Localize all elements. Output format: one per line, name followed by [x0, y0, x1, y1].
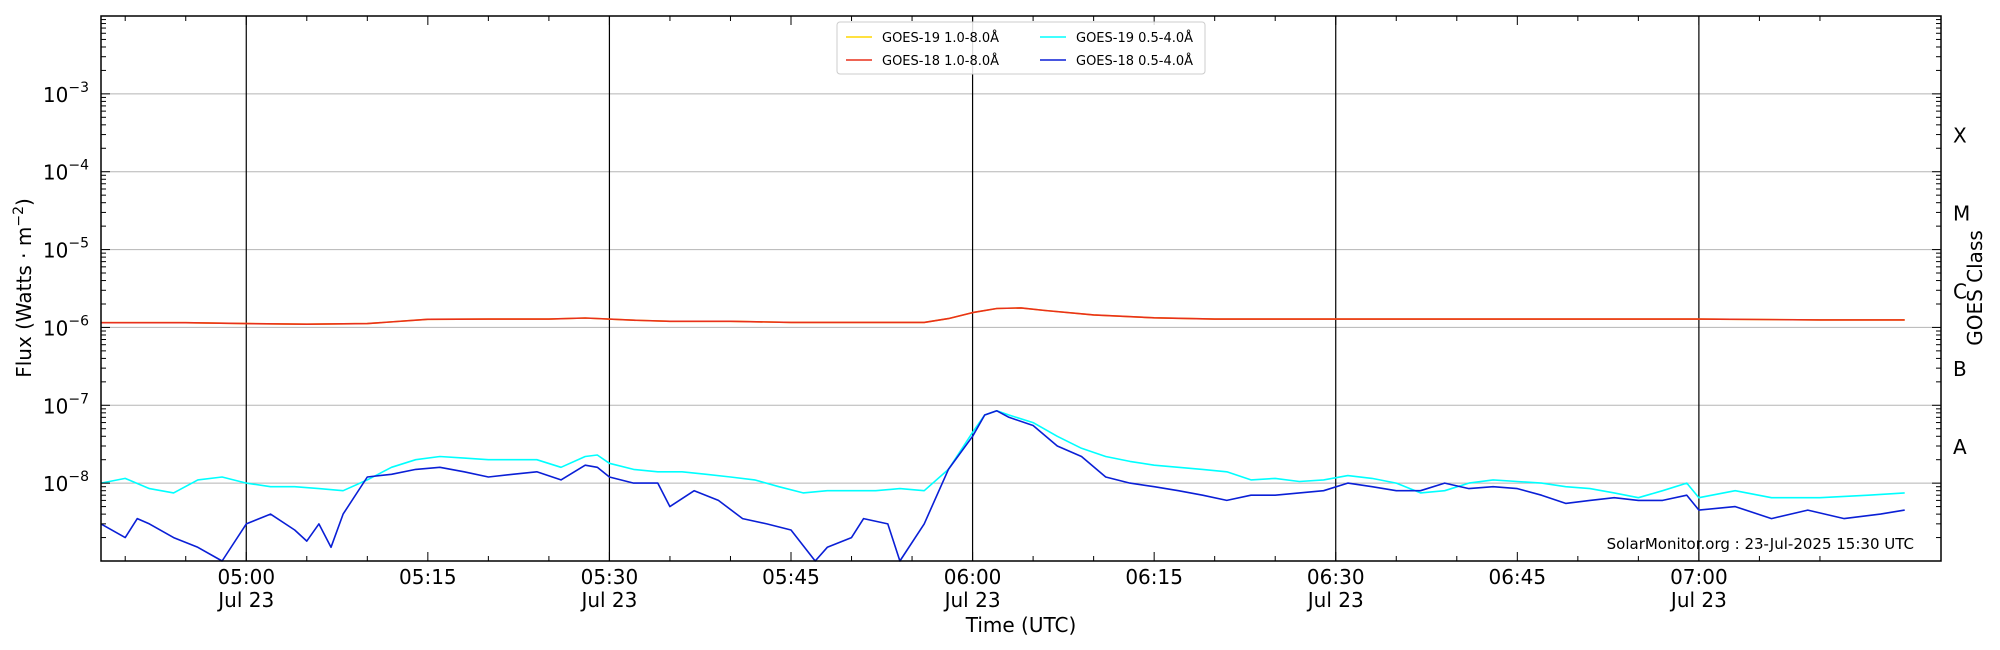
series-line-2 — [100, 409, 1905, 499]
goes-class-label: A — [1953, 435, 1967, 459]
y-tick-label: 10−5 — [43, 236, 89, 263]
y-tick-base: 10 — [43, 161, 68, 185]
series-line-1 — [101, 307, 1905, 326]
y-tick-base: 10 — [43, 316, 68, 340]
x-tick-date-label: Jul 23 — [943, 588, 1001, 612]
legend-entry-label: GOES-18 0.5-4.0Å — [1076, 53, 1193, 69]
y-axis-title-main: Flux (Watts · m — [12, 227, 36, 378]
y-tick-label: 10−7 — [43, 391, 89, 418]
plot-frame — [100, 15, 1942, 562]
y-tick-exponent: −8 — [68, 469, 89, 485]
y-tick-exponent: −7 — [68, 391, 89, 407]
x-tick-label: 06:15 — [1125, 565, 1183, 589]
goes-class-label: B — [1953, 357, 1967, 381]
x-axis-title: Time (UTC) — [965, 613, 1077, 637]
credit-text: SolarMonitor.org : 23-Jul-2025 15:30 UTC — [1607, 535, 1914, 553]
y-axis-title-close: ) — [12, 198, 36, 206]
y-tick-base: 10 — [43, 239, 68, 263]
series-layer — [100, 307, 1905, 562]
y-tick-label: 10−6 — [43, 313, 89, 340]
y-tick-label: 10−4 — [43, 158, 89, 185]
goes-class-axis-title: GOES Class — [1963, 230, 1987, 346]
x-tick-label: 06:30 — [1307, 565, 1365, 589]
legend-entry-label: GOES-18 1.0-8.0Å — [882, 53, 999, 69]
x-tick-label: 05:15 — [399, 565, 457, 589]
legend-entry-label: GOES-19 1.0-8.0Å — [882, 30, 999, 46]
y-tick-base: 10 — [43, 472, 68, 496]
x-tick-label: 05:45 — [762, 565, 820, 589]
grid-layer — [101, 93, 1941, 484]
x-tick-date-label: Jul 23 — [579, 588, 637, 612]
x-tick-label: 06:45 — [1488, 565, 1546, 589]
y-tick-exponent: −4 — [68, 158, 89, 174]
x-tick-date-label: Jul 23 — [1669, 588, 1727, 612]
y-tick-base: 10 — [43, 394, 68, 418]
legend: GOES-19 1.0-8.0Å GOES-18 1.0-8.0Å GOES-19 … — [836, 21, 1206, 75]
goes-class-label: C — [1953, 279, 1967, 303]
legend-entry-label: GOES-19 0.5-4.0Å — [1076, 30, 1193, 46]
y-tick-exponent: −5 — [68, 236, 89, 252]
y-tick-label: 10−8 — [43, 469, 89, 496]
y-axis-title: Flux (Watts · m−2) — [11, 198, 36, 378]
y-tick-label: 10−3 — [43, 80, 89, 107]
x-tick-date-label: Jul 23 — [1306, 588, 1364, 612]
legend-box — [836, 21, 1206, 75]
y-tick-exponent: −6 — [68, 313, 89, 329]
x-tick-label: 07:00 — [1670, 565, 1728, 589]
x-tick-label: 06:00 — [944, 565, 1002, 589]
goes-class-label: M — [1953, 201, 1970, 225]
goes-class-label: X — [1953, 124, 1967, 148]
y-tick-exponent: −3 — [68, 80, 89, 96]
y-axis-title-exponent: −2 — [11, 206, 27, 227]
x-tick-label: 05:30 — [581, 565, 639, 589]
x-tick-label: 05:00 — [217, 565, 275, 589]
day-marker-lines — [245, 16, 1700, 561]
x-tick-date-label: Jul 23 — [216, 588, 274, 612]
y-tick-base: 10 — [43, 83, 68, 107]
series-line-3 — [100, 409, 1905, 562]
